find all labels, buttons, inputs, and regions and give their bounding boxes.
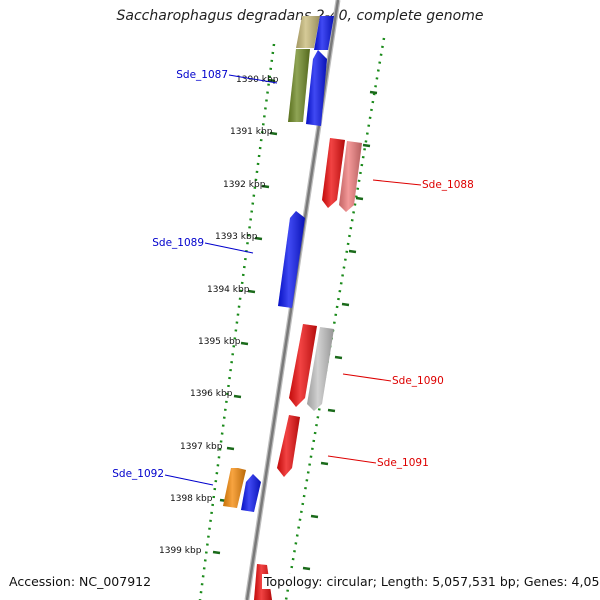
- genome-summary-text: Topology: circular; Length: 5,057,531 bp…: [262, 574, 600, 589]
- leader-sde-1089: [204, 242, 254, 254]
- tick-label-1394: 1394 kbp: [207, 285, 250, 295]
- feature-red-1088a[interactable]: [322, 138, 345, 208]
- leader-sde-1092: [164, 474, 214, 486]
- feature-shading: [322, 138, 345, 208]
- gene-label-sde-1089[interactable]: Sde_1089: [152, 237, 204, 249]
- feature-blue-1[interactable]: [314, 16, 334, 50]
- ring-forward-dotted: [284, 37, 386, 600]
- accession-text: Accession: NC_007912: [9, 574, 152, 589]
- feature-shading: [306, 50, 327, 126]
- leader-sde-1088: [372, 179, 422, 186]
- leader-sde-1091: [327, 455, 377, 464]
- feature-red-1090a[interactable]: [289, 324, 317, 407]
- feature-shading: [288, 49, 310, 122]
- feature-orange-1092[interactable]: [223, 468, 246, 508]
- feature-blue-1089[interactable]: [278, 211, 305, 308]
- feature-shading: [314, 16, 334, 50]
- tick-label-1393: 1393 kbp: [215, 232, 258, 242]
- gene-label-sde-1091[interactable]: Sde_1091: [377, 457, 429, 469]
- gene-label-sde-1088[interactable]: Sde_1088: [422, 179, 474, 191]
- feature-shading: [241, 474, 261, 512]
- feature-blue-2[interactable]: [306, 50, 327, 126]
- leader-sde-1087: [228, 74, 278, 84]
- feature-shading: [339, 141, 362, 212]
- gene-label-sde-1092[interactable]: Sde_1092: [112, 468, 164, 480]
- tick-label-1398: 1398 kbp: [170, 494, 213, 504]
- tick-label-1392: 1392 kbp: [223, 180, 266, 190]
- tick-label-1391: 1391 kbp: [230, 127, 273, 137]
- feature-shading: [277, 415, 300, 477]
- feature-khaki[interactable]: [296, 16, 320, 48]
- feature-pink-1088[interactable]: [339, 141, 362, 212]
- feature-shading: [307, 327, 334, 411]
- feature-olive[interactable]: [288, 49, 310, 122]
- feature-red-1091[interactable]: [277, 415, 300, 477]
- tick-label-1395: 1395 kbp: [198, 337, 241, 347]
- tick-label-1399: 1399 kbp: [159, 546, 202, 556]
- feature-shading: [278, 211, 305, 308]
- tick-marks: [212, 78, 378, 571]
- gene-label-sde-1087[interactable]: Sde_1087: [176, 69, 228, 81]
- feature-shading: [289, 324, 317, 407]
- feature-grey-1090[interactable]: [307, 327, 334, 411]
- map-title: Saccharophagus degradans 2-40, complete …: [116, 8, 484, 24]
- feature-shading: [223, 468, 246, 508]
- tick-label-1397: 1397 kbp: [180, 442, 223, 452]
- gene-label-sde-1090[interactable]: Sde_1090: [392, 375, 444, 387]
- feature-shading: [296, 16, 320, 48]
- leader-sde-1090: [342, 373, 392, 382]
- ring-reverse-dotted: [198, 43, 276, 600]
- feature-blue-1092[interactable]: [241, 474, 261, 512]
- tick-label-1396: 1396 kbp: [190, 389, 233, 399]
